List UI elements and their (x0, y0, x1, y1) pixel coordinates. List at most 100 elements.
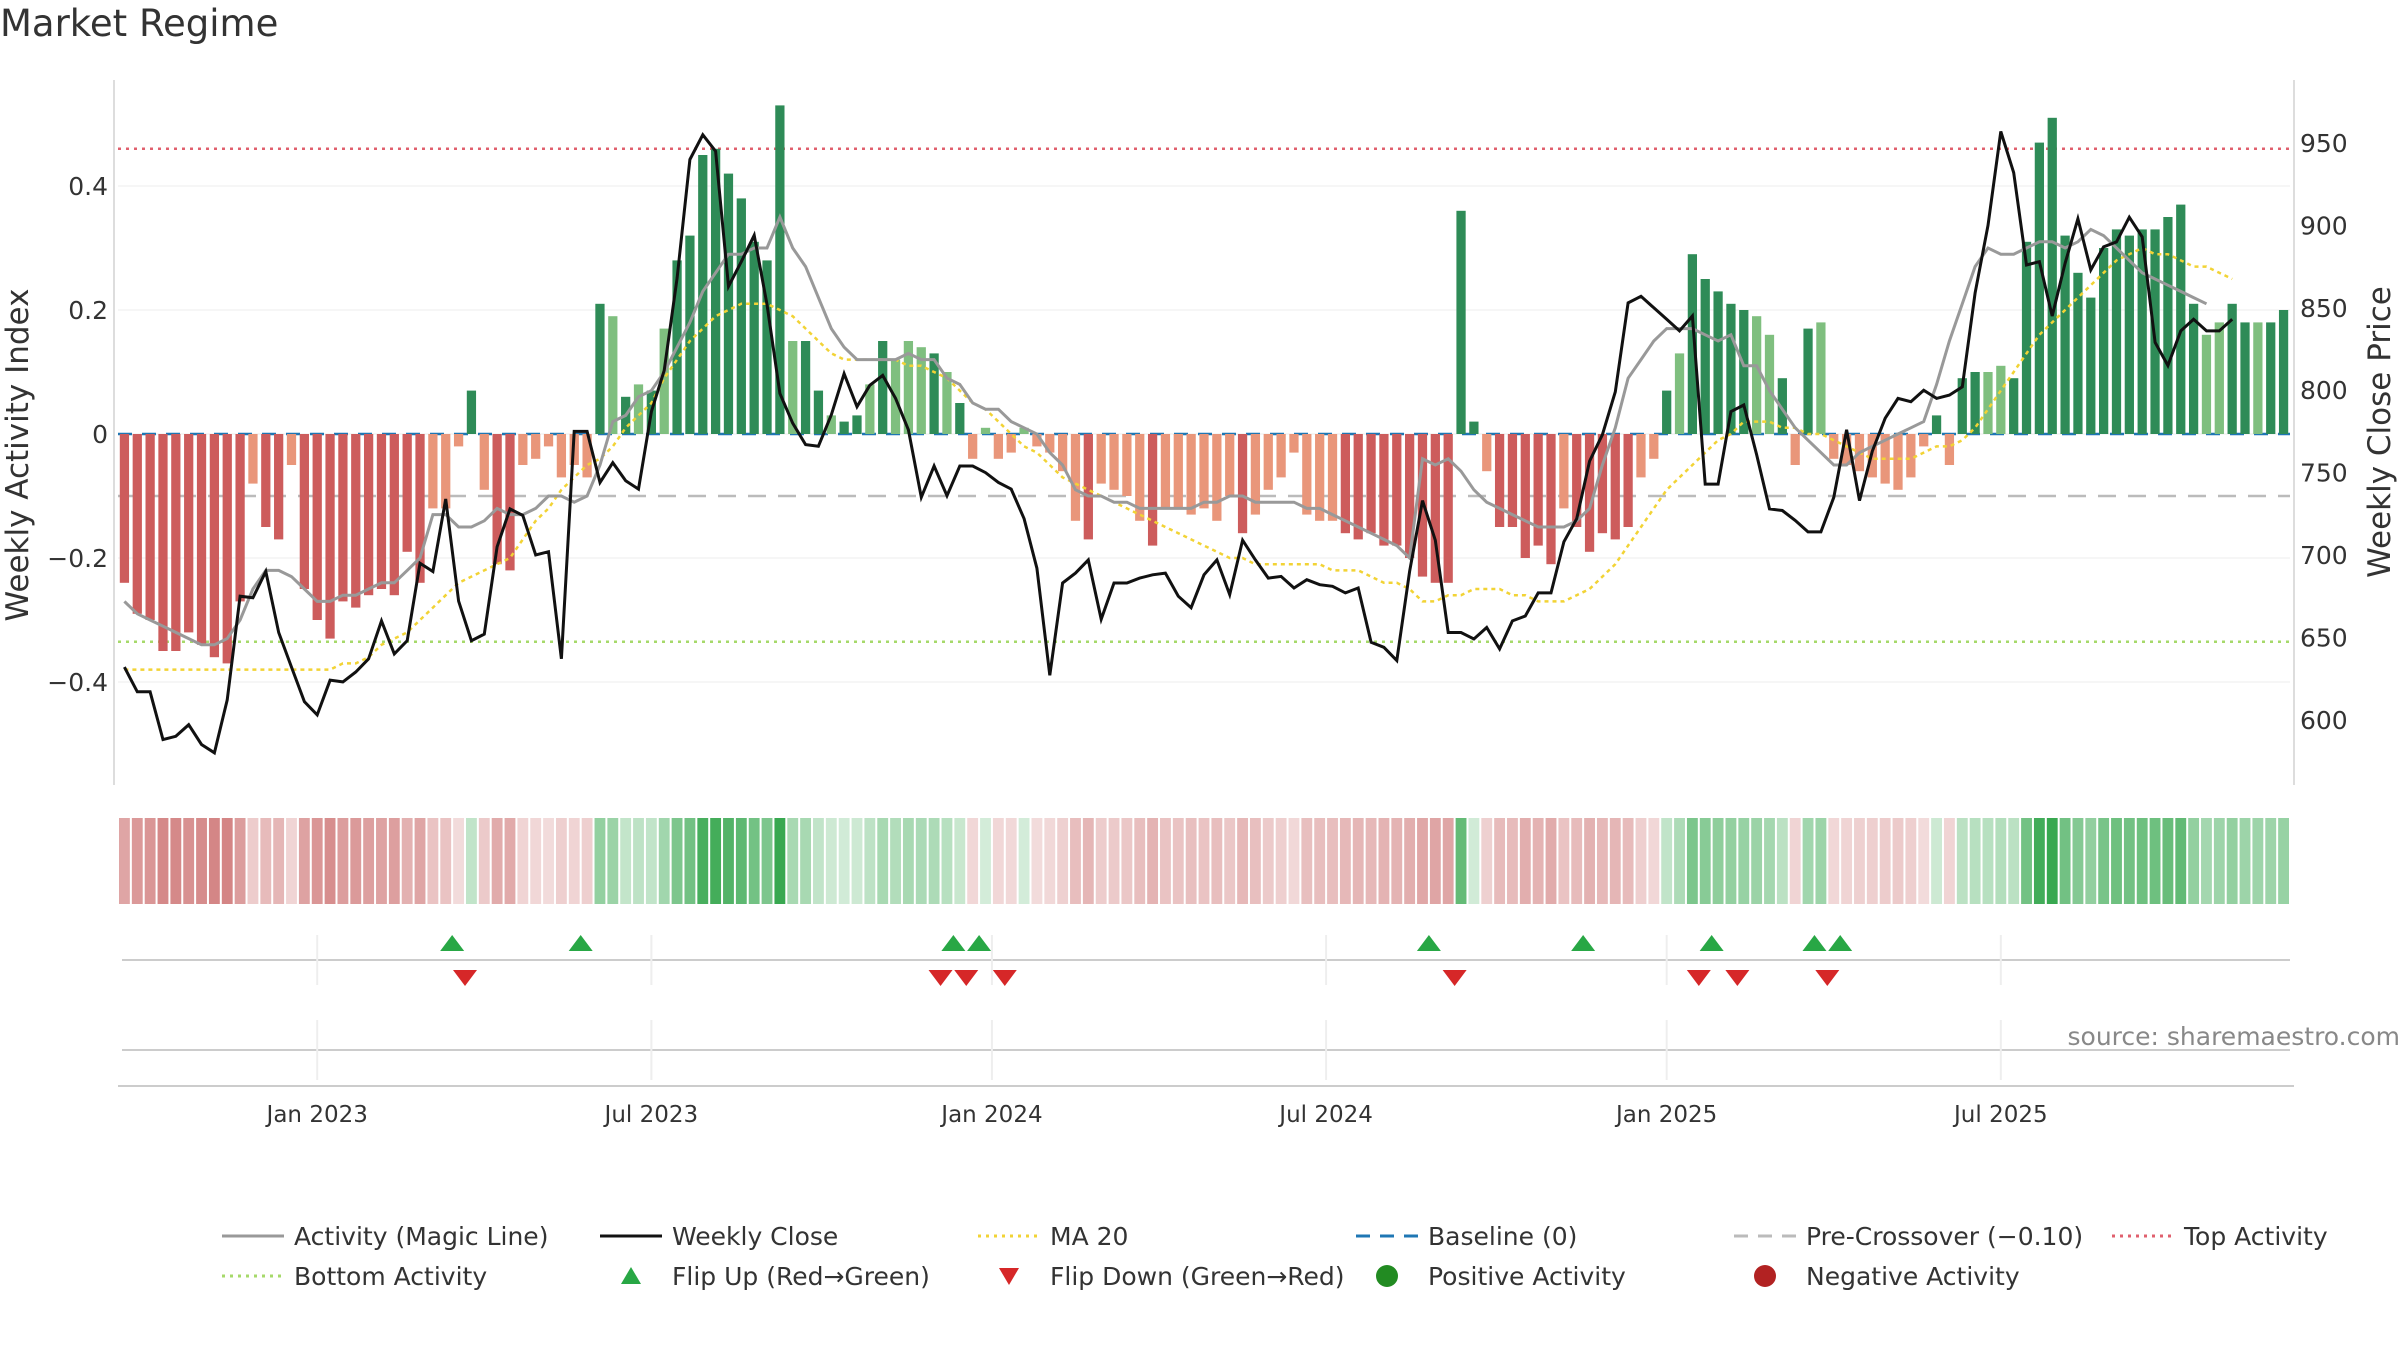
heat-cell (2123, 818, 2135, 904)
activity-bar (839, 421, 849, 434)
activity-bar (363, 434, 374, 596)
legend-label: Flip Up (Red→Green) (672, 1262, 930, 1291)
x-tick-label: Jul 2023 (603, 1102, 699, 1128)
heat-cell (1558, 818, 1570, 904)
heat-cell (1391, 818, 1403, 904)
activity-bar (1816, 322, 1826, 434)
legend-swatch (1754, 1265, 1776, 1287)
chart-title: Market Regime (0, 2, 279, 45)
heat-cell (1802, 818, 1814, 904)
heat-cell (1224, 818, 1236, 904)
activity-bar (685, 235, 695, 434)
heat-cell (478, 818, 490, 904)
heat-cell (1160, 818, 1171, 904)
heat-cell (1532, 818, 1544, 904)
activity-bar (1366, 434, 1376, 534)
activity-bar (1289, 434, 1299, 453)
heat-cell (800, 818, 812, 904)
heat-cell (1018, 818, 1030, 904)
regime-heat-strip (119, 818, 2289, 904)
activity-bar (1662, 390, 1672, 434)
activity-bar (1649, 434, 1659, 459)
heat-cell (2111, 818, 2122, 904)
heat-cell (427, 818, 439, 904)
heat-cell (941, 818, 953, 904)
heat-cell (1262, 818, 1274, 904)
flip-up-marker (1416, 935, 1441, 951)
activity-bar (274, 434, 284, 540)
heat-cell (1288, 818, 1300, 904)
heat-cell (1249, 818, 1261, 904)
flip-up-marker (1571, 935, 1596, 951)
heat-cell (440, 818, 452, 904)
heat-cell (555, 818, 567, 904)
heat-cell (170, 818, 182, 904)
legend-label: Activity (Magic Line) (294, 1222, 548, 1251)
heat-cell (1455, 818, 1467, 904)
activity-bar (1623, 434, 1633, 527)
heat-cell (1648, 818, 1660, 904)
heat-cell (967, 818, 979, 904)
heat-cell (2136, 818, 2148, 904)
activity-bar (1482, 434, 1492, 472)
legend-item: Flip Down (Green→Red) (999, 1262, 1345, 1291)
heat-cell (594, 818, 606, 904)
activity-bar (184, 434, 194, 633)
heat-cell (1481, 818, 1493, 904)
activity-bar (1019, 427, 1029, 434)
activity-bar (1212, 434, 1222, 521)
ma20-line (124, 246, 2233, 671)
activity-bar (2009, 378, 2019, 434)
heat-cell (607, 818, 619, 904)
heat-cell (1095, 818, 1107, 904)
heat-cell (1725, 818, 1737, 904)
activity-bar (1610, 434, 1620, 540)
activity-bar (582, 434, 592, 478)
activity-bar (980, 427, 991, 434)
heat-cell (414, 818, 426, 904)
heat-cell (466, 818, 477, 904)
activity-bar (1160, 434, 1171, 509)
right-tick-label: 700 (2300, 541, 2348, 570)
bottom-panel (118, 1049, 2294, 1087)
heat-cell (787, 818, 799, 904)
activity-bar (453, 434, 464, 447)
activity-bar (955, 403, 965, 434)
activity-bar (929, 353, 939, 434)
heat-cell (902, 818, 914, 904)
heat-cell (1956, 818, 1968, 904)
heat-cell (1828, 818, 1840, 904)
flip-up-marker (1828, 935, 1853, 951)
heat-cell (838, 818, 850, 904)
activity-bar (479, 434, 489, 490)
heat-cell (144, 818, 156, 904)
flip-up-marker (1802, 935, 1827, 951)
heat-cell (350, 818, 362, 904)
legend-label: Top Activity (2183, 1222, 2328, 1251)
heat-cell (633, 818, 644, 904)
series-lines (123, 131, 2234, 756)
activity-bar (1315, 434, 1325, 521)
activity-bar (736, 198, 746, 434)
activity-bar (1070, 434, 1081, 521)
activity-bar (595, 303, 605, 434)
heat-cell (1378, 818, 1390, 904)
heat-cell (388, 818, 400, 904)
activity-bar (1379, 434, 1389, 546)
left-axis-ticks: 0.4 0.2 0 −0.2 −0.4 (47, 172, 108, 697)
legend-swatch (621, 1267, 641, 1284)
heat-cell (1918, 818, 1930, 904)
heat-cell (208, 818, 220, 904)
heat-cell (1237, 818, 1248, 904)
heat-cell (2098, 818, 2110, 904)
heat-cell (247, 818, 259, 904)
activity-bar (415, 434, 425, 583)
activity-bar (325, 434, 335, 639)
activity-bar (1237, 434, 1248, 534)
left-tick-label: 0.2 (68, 296, 108, 325)
legend-label: Positive Activity (1428, 1262, 1626, 1291)
heat-cell (196, 818, 207, 904)
activity-bar (2214, 322, 2224, 434)
heat-cell (1070, 818, 1081, 904)
legend-item: Pre-Crossover (−0.10) (1734, 1222, 2083, 1251)
